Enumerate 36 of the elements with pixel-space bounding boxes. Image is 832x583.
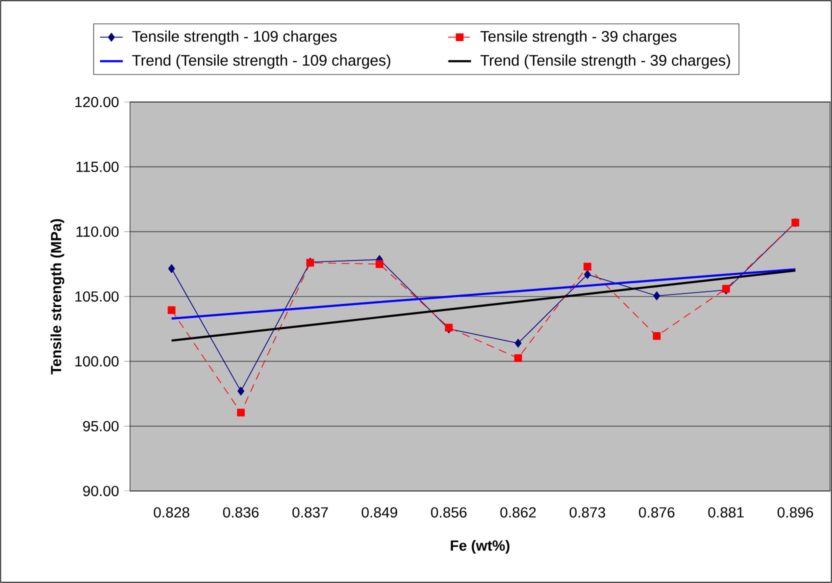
point	[168, 264, 175, 274]
x-tick-label: 0.849	[362, 507, 398, 518]
line-series	[170, 268, 796, 320]
y-tick-label: 90.00	[83, 486, 119, 496]
point	[584, 262, 592, 271]
point	[514, 338, 522, 348]
x-tick-label: 0.896	[778, 507, 814, 518]
point	[237, 408, 245, 416]
y-tick-label: 120.00	[75, 96, 119, 108]
x-tick-label: 0.862	[500, 507, 536, 518]
point	[653, 291, 660, 300]
x-axis-title: Fe (wt%)	[450, 540, 510, 554]
point	[652, 332, 661, 340]
point	[514, 354, 522, 362]
y-tick-label: 100.00	[75, 356, 119, 367]
x-tick-label: 0.856	[431, 507, 467, 518]
x-tick-label: 0.828	[154, 507, 190, 518]
legend-label: Tensile strength - 39 charges	[480, 30, 676, 45]
y-tick-label: 110.00	[76, 226, 119, 237]
y-tick-label: 105.00	[75, 291, 119, 302]
x-tick-label: 0.837	[292, 507, 328, 518]
x-tick-label: 0.876	[638, 507, 674, 518]
line-series	[170, 270, 796, 342]
point	[168, 306, 176, 314]
legend-label: Tensile strength - 109 charges	[132, 30, 337, 45]
legend-label: Trend (Tensile strength - 39 charges)	[480, 54, 730, 69]
y-axis-title: Tensile strength (MPa)	[50, 219, 64, 374]
point	[376, 260, 384, 268]
y-tick-label: 115.00	[76, 162, 119, 172]
point	[584, 270, 591, 279]
point	[237, 386, 244, 396]
x-tick-label: 0.881	[708, 507, 744, 518]
x-tick-label: 0.873	[570, 507, 606, 518]
y-tick-label: 95.00	[83, 420, 119, 432]
x-tick-label: 0.836	[223, 507, 259, 518]
legend-label: Trend (Tensile strength - 109 charges)	[132, 54, 390, 69]
